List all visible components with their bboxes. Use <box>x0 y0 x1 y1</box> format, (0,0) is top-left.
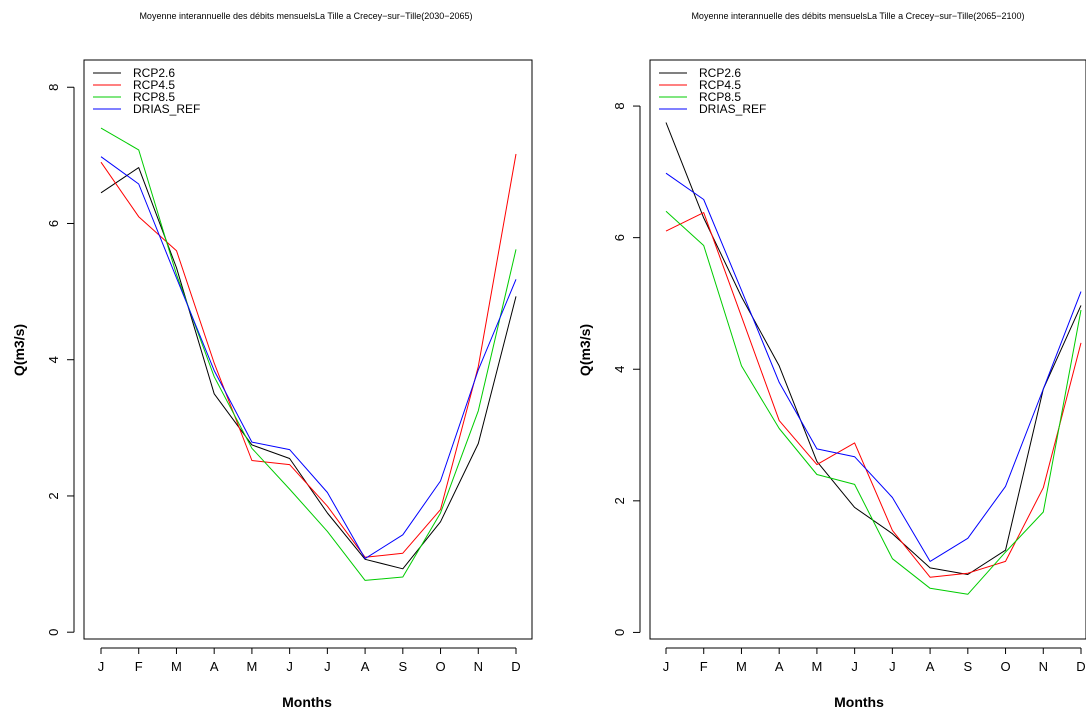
y-tick-label: 2 <box>612 497 627 504</box>
x-tick-label: M <box>246 659 257 674</box>
x-tick-label: M <box>811 659 822 674</box>
series-line-drias-ref <box>665 172 1082 562</box>
x-tick-label: A <box>775 659 784 674</box>
series-line-rcp8-5 <box>100 127 517 581</box>
y-tick-label: 2 <box>46 492 61 499</box>
x-tick-label: N <box>1039 659 1048 674</box>
x-tick-label: J <box>889 659 896 674</box>
y-axis-label: Q(m3/s) <box>577 324 593 376</box>
series-line-rcp8-5 <box>665 210 1082 595</box>
x-tick-label: D <box>511 659 520 674</box>
y-tick-label: 8 <box>612 102 627 109</box>
legend-label-rcp2-6: RCP2.6 <box>133 66 175 80</box>
legend-label-rcp4-5: RCP4.5 <box>133 78 175 92</box>
legend-label-rcp2-6: RCP2.6 <box>699 66 741 80</box>
y-tick-label: 4 <box>612 366 627 373</box>
x-tick-label: O <box>435 659 445 674</box>
y-tick-label: 6 <box>46 220 61 227</box>
x-tick-label: O <box>1000 659 1010 674</box>
legend-label-rcp4-5: RCP4.5 <box>699 78 741 92</box>
y-tick-label: 0 <box>612 629 627 636</box>
x-tick-label: F <box>135 659 143 674</box>
x-tick-label: J <box>324 659 331 674</box>
x-tick-label: A <box>361 659 370 674</box>
x-tick-label: A <box>210 659 219 674</box>
series-line-rcp4-5 <box>100 153 517 558</box>
legend-label-rcp8-5: RCP8.5 <box>133 90 175 104</box>
x-tick-label: M <box>736 659 747 674</box>
x-tick-label: J <box>98 659 105 674</box>
x-tick-label: S <box>963 659 972 674</box>
x-axis-label: Months <box>834 694 884 710</box>
series-line-rcp2-6 <box>100 167 517 570</box>
x-tick-label: S <box>398 659 407 674</box>
plot-frame <box>649 59 1086 640</box>
x-tick-label: M <box>171 659 182 674</box>
chart-title: Moyenne interannuelle des débits mensuel… <box>691 11 1024 21</box>
series-line-rcp4-5 <box>665 212 1082 578</box>
y-tick-label: 0 <box>46 629 61 636</box>
y-tick-label: 4 <box>46 356 61 363</box>
legend-label-rcp8-5: RCP8.5 <box>699 90 741 104</box>
series-line-drias-ref <box>100 156 517 560</box>
chart-panel-2065-2100: Moyenne interannuelle des débits mensuel… <box>577 11 1086 710</box>
y-tick-label: 6 <box>612 234 627 241</box>
plot-frame <box>83 59 533 640</box>
y-tick-label: 8 <box>46 84 61 91</box>
x-axis-label: Months <box>282 694 332 710</box>
series-line-rcp2-6 <box>665 122 1082 575</box>
x-tick-label: J <box>286 659 293 674</box>
legend-label-drias-ref: DRIAS_REF <box>699 102 766 116</box>
x-tick-label: J <box>663 659 670 674</box>
chart-title: Moyenne interannuelle des débits mensuel… <box>139 11 472 21</box>
y-axis-label: Q(m3/s) <box>11 324 27 376</box>
x-tick-label: F <box>700 659 708 674</box>
legend-label-drias-ref: DRIAS_REF <box>133 102 200 116</box>
x-tick-label: D <box>1076 659 1085 674</box>
chart-panel-2030-2065: Moyenne interannuelle des débits mensuel… <box>11 11 533 710</box>
x-tick-label: J <box>851 659 858 674</box>
x-tick-label: N <box>474 659 483 674</box>
x-tick-label: A <box>926 659 935 674</box>
